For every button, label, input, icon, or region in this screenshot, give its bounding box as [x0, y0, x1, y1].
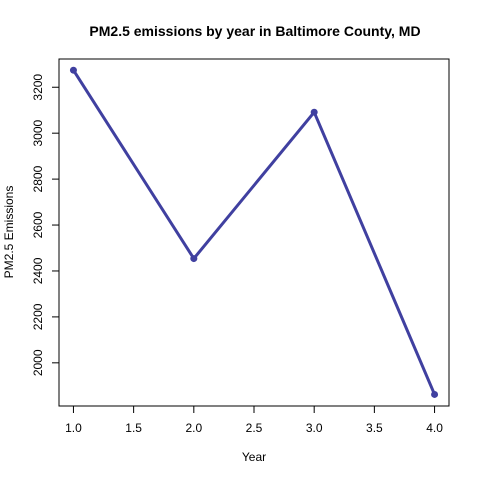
- x-tick-label: 2.0: [185, 421, 202, 435]
- y-tick-label: 3000: [31, 120, 45, 147]
- data-point: [190, 255, 198, 263]
- x-axis: 1.0 1.5 2.0 2.5 3.0 3.5 4.0: [65, 405, 443, 435]
- y-tick-label: 3200: [31, 74, 45, 101]
- series-line: [72, 69, 436, 396]
- y-tick-label: 2000: [31, 349, 45, 376]
- chart-title: PM2.5 emissions by year in Baltimore Cou…: [89, 23, 420, 39]
- x-tick-label: 3.5: [366, 421, 383, 435]
- x-tick-label: 4.0: [426, 421, 443, 435]
- data-point: [431, 390, 439, 398]
- y-tick-label: 2800: [31, 165, 45, 192]
- data-point: [310, 108, 318, 116]
- x-tick-label: 1.5: [125, 421, 142, 435]
- plot-frame: [58, 58, 450, 407]
- y-axis: 2000 2200 2400 2600 2800 3000 3200: [31, 74, 60, 376]
- y-axis-label: PM2.5 Emissions: [2, 186, 16, 279]
- x-axis-label: Year: [242, 450, 266, 464]
- x-tick-label: 2.5: [246, 421, 263, 435]
- y-tick-label: 2200: [31, 303, 45, 330]
- y-tick-label: 2400: [31, 257, 45, 284]
- x-tick-label: 3.0: [306, 421, 323, 435]
- data-point: [69, 66, 77, 74]
- x-tick-label: 1.0: [65, 421, 82, 435]
- y-tick-label: 2600: [31, 211, 45, 238]
- series-layer: [69, 66, 439, 398]
